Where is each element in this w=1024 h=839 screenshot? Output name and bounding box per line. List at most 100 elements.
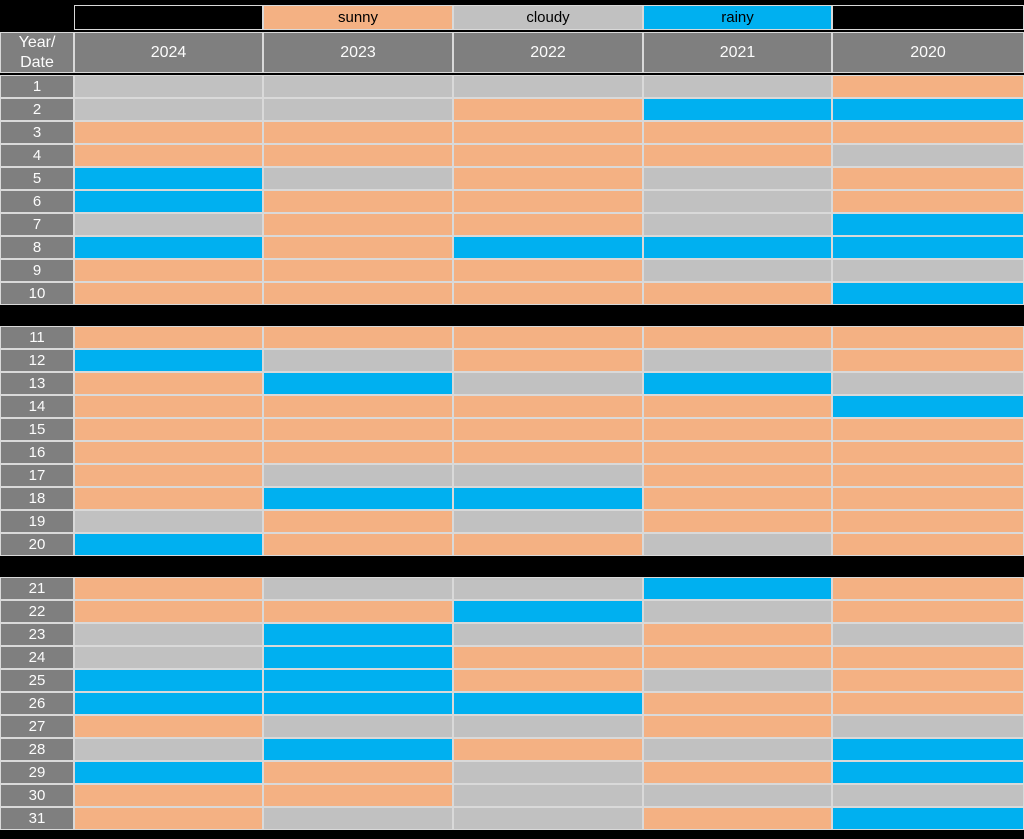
weather-cell-cloudy — [643, 190, 832, 213]
weather-cell-rainy — [643, 98, 832, 121]
table-row: 5 — [0, 167, 1024, 190]
weather-cell-sunny — [453, 646, 643, 669]
weather-cell-sunny — [453, 441, 643, 464]
weather-cell-rainy — [453, 692, 643, 715]
weather-cell-sunny — [643, 121, 832, 144]
date-block: 1 2 3 4 5 6 7 8 9 10 — [0, 75, 1024, 305]
table-row: 24 — [0, 646, 1024, 669]
weather-cell-rainy — [832, 807, 1024, 830]
corner-header-year-date: Year/ Date — [0, 32, 74, 73]
date-label: 9 — [0, 259, 74, 282]
date-label: 29 — [0, 761, 74, 784]
weather-cell-sunny — [832, 510, 1024, 533]
weather-cell-cloudy — [74, 738, 263, 761]
table-row: 25 — [0, 669, 1024, 692]
table-row: 19 — [0, 510, 1024, 533]
weather-cell-rainy — [643, 577, 832, 600]
weather-cell-sunny — [74, 372, 263, 395]
table-row: 22 — [0, 600, 1024, 623]
table-row: 8 — [0, 236, 1024, 259]
weather-cell-sunny — [832, 121, 1024, 144]
weather-cell-cloudy — [643, 213, 832, 236]
weather-cell-cloudy — [74, 75, 263, 98]
date-label: 22 — [0, 600, 74, 623]
table-row: 13 — [0, 372, 1024, 395]
table-row: 4 — [0, 144, 1024, 167]
table-row: 14 — [0, 395, 1024, 418]
weather-cell-rainy — [832, 395, 1024, 418]
table-row: 10 — [0, 282, 1024, 305]
date-label: 10 — [0, 282, 74, 305]
table-row: 2 — [0, 98, 1024, 121]
table-row: 27 — [0, 715, 1024, 738]
weather-cell-sunny — [74, 395, 263, 418]
weather-cell-cloudy — [643, 75, 832, 98]
date-label: 24 — [0, 646, 74, 669]
weather-cell-cloudy — [643, 784, 832, 807]
date-label: 31 — [0, 807, 74, 830]
weather-cell-cloudy — [643, 600, 832, 623]
weather-cell-rainy — [832, 738, 1024, 761]
date-label: 19 — [0, 510, 74, 533]
table-row: 3 — [0, 121, 1024, 144]
date-label: 27 — [0, 715, 74, 738]
weather-cell-cloudy — [74, 623, 263, 646]
weather-cell-sunny — [74, 487, 263, 510]
weather-cell-cloudy — [453, 623, 643, 646]
weather-cell-cloudy — [74, 646, 263, 669]
date-label: 23 — [0, 623, 74, 646]
weather-cell-rainy — [453, 600, 643, 623]
date-label: 18 — [0, 487, 74, 510]
weather-cell-cloudy — [453, 577, 643, 600]
weather-cell-cloudy — [643, 533, 832, 556]
weather-cell-sunny — [74, 577, 263, 600]
weather-cell-sunny — [643, 807, 832, 830]
weather-cell-rainy — [263, 487, 453, 510]
weather-cell-rainy — [832, 236, 1024, 259]
date-label: 6 — [0, 190, 74, 213]
weather-cell-cloudy — [832, 784, 1024, 807]
weather-cell-rainy — [832, 282, 1024, 305]
date-label: 25 — [0, 669, 74, 692]
date-label: 11 — [0, 326, 74, 349]
weather-cell-sunny — [832, 692, 1024, 715]
weather-cell-sunny — [832, 533, 1024, 556]
weather-cell-sunny — [832, 600, 1024, 623]
weather-cell-sunny — [74, 600, 263, 623]
table-row: 29 — [0, 761, 1024, 784]
weather-cell-sunny — [263, 213, 453, 236]
legend-item-rainy: rainy — [643, 5, 832, 30]
legend-row: sunny cloudy rainy — [0, 5, 1024, 30]
year-header: 2024 — [74, 32, 263, 73]
weather-cell-rainy — [263, 372, 453, 395]
weather-cell-cloudy — [453, 761, 643, 784]
weather-cell-sunny — [832, 464, 1024, 487]
weather-cell-sunny — [643, 441, 832, 464]
weather-cell-rainy — [74, 167, 263, 190]
table-row: 26 — [0, 692, 1024, 715]
weather-cell-cloudy — [453, 75, 643, 98]
table-row: 20 — [0, 533, 1024, 556]
date-label: 28 — [0, 738, 74, 761]
weather-cell-cloudy — [263, 75, 453, 98]
weather-cell-sunny — [263, 600, 453, 623]
weather-cell-sunny — [453, 144, 643, 167]
date-label: 17 — [0, 464, 74, 487]
weather-cell-sunny — [263, 326, 453, 349]
weather-cell-sunny — [453, 167, 643, 190]
weather-cell-sunny — [263, 282, 453, 305]
weather-cell-sunny — [453, 190, 643, 213]
weather-cell-sunny — [643, 761, 832, 784]
weather-cell-sunny — [643, 326, 832, 349]
weather-cell-cloudy — [832, 623, 1024, 646]
weather-cell-sunny — [263, 784, 453, 807]
weather-cell-rainy — [74, 349, 263, 372]
weather-cell-rainy — [453, 236, 643, 259]
weather-cell-sunny — [263, 121, 453, 144]
weather-cell-cloudy — [643, 669, 832, 692]
date-label: 20 — [0, 533, 74, 556]
weather-cell-cloudy — [263, 715, 453, 738]
weather-cell-rainy — [643, 236, 832, 259]
weather-cell-sunny — [832, 441, 1024, 464]
